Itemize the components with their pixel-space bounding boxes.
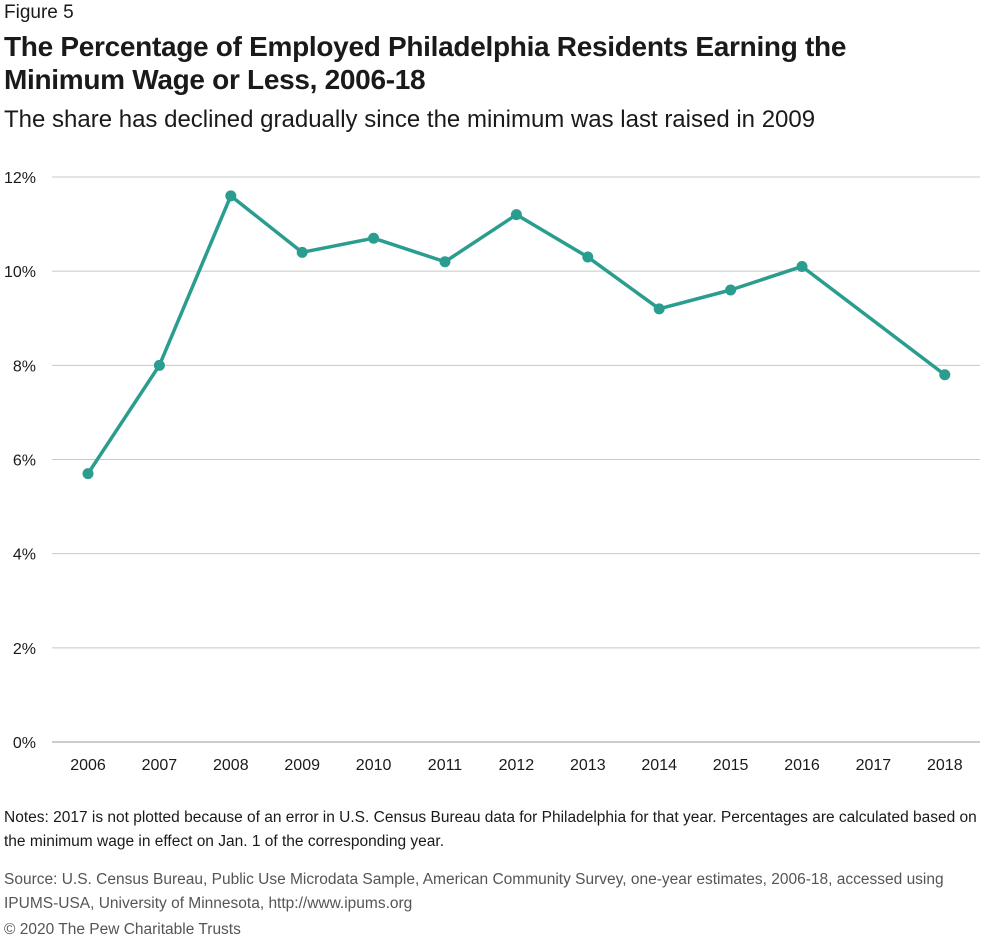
x-tick-label: 2017: [856, 757, 892, 774]
copyright: © 2020 The Pew Charitable Trusts: [4, 921, 241, 938]
data-point: [153, 359, 165, 371]
y-tick-label: 4%: [13, 547, 36, 564]
chart-notes: Notes: 2017 is not plotted because of an…: [4, 809, 977, 850]
x-tick-label: 2008: [213, 757, 249, 774]
y-tick-label: 10%: [4, 264, 36, 281]
x-tick-label: 2007: [142, 757, 178, 774]
data-point: [82, 468, 94, 480]
data-point: [439, 256, 451, 268]
series-line: [86, 194, 946, 475]
x-tick-label: 2012: [499, 757, 535, 774]
data-point: [725, 284, 737, 296]
y-tick-label: 6%: [13, 453, 36, 470]
series: [82, 190, 951, 480]
data-point: [582, 251, 594, 263]
x-tick-label: 2014: [641, 757, 677, 774]
chart-title: The Percentage of Employed Philadelphia …: [4, 31, 847, 95]
chart-source: Source: U.S. Census Bureau, Public Use M…: [4, 871, 944, 912]
figure-label: Figure 5: [4, 2, 74, 23]
chart-subtitle: The share has declined gradually since t…: [4, 106, 816, 133]
x-tick-label: 2013: [570, 757, 606, 774]
data-point: [296, 246, 308, 258]
x-axis-ticks: 2006 2007 2008 2009 2010 2011 2012 2013 2014 2015…: [70, 757, 962, 774]
x-tick-label: 2015: [713, 757, 749, 774]
data-point: [225, 190, 237, 202]
line-chart: 0% 2% 4% 6% 8% 10% 12% 2006 2007 2008 2009 2010 201…: [4, 170, 980, 774]
x-tick-label: 2011: [428, 757, 463, 774]
data-point: [796, 260, 808, 272]
x-tick-label: 2009: [284, 757, 320, 774]
x-tick-label: 2010: [356, 757, 392, 774]
data-point: [510, 209, 522, 221]
y-tick-label: 2%: [13, 641, 36, 658]
y-tick-label: 12%: [4, 170, 36, 187]
gridlines: [52, 176, 980, 743]
x-tick-label: 2016: [784, 757, 820, 774]
data-point: [368, 232, 380, 244]
x-tick-label: 2006: [70, 757, 106, 774]
y-axis-ticks: 0% 2% 4% 6% 8% 10% 12%: [4, 170, 36, 752]
data-point: [653, 303, 665, 315]
x-tick-label: 2018: [927, 757, 963, 774]
y-tick-label: 8%: [13, 358, 36, 375]
y-tick-label: 0%: [13, 735, 36, 752]
data-point: [939, 369, 951, 381]
